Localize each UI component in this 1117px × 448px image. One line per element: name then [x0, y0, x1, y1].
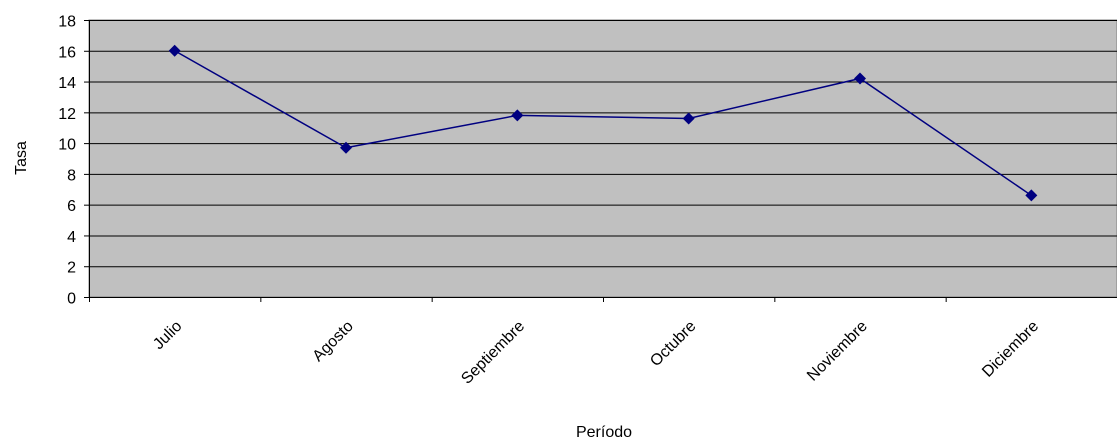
x-tick-label: Octubre [647, 318, 699, 370]
series-line [174, 50, 1032, 197]
data-point [340, 141, 352, 154]
x-tick-label: Septiembre [458, 318, 528, 388]
y-tick-label: 12 [58, 106, 76, 123]
y-tick-label: 0 [67, 291, 76, 308]
plot-background [88, 19, 1117, 298]
data-point [168, 44, 181, 57]
y-tick-label: 4 [67, 229, 76, 246]
y-tick-label: 18 [58, 14, 76, 31]
data-point [511, 109, 524, 122]
x-tick-label: Julio [150, 318, 185, 353]
y-tick-label: 16 [58, 44, 76, 61]
series-layer [168, 44, 1038, 202]
data-point [1025, 189, 1038, 202]
x-tick-label: Diciembre [979, 318, 1042, 381]
data-point [682, 112, 695, 125]
y-tick-label: 14 [58, 75, 76, 92]
y-tick-label: 6 [67, 198, 76, 215]
data-point [854, 72, 866, 85]
plot-area [88, 19, 1117, 298]
x-tick-label: Agosto [310, 318, 357, 365]
x-axis-ticks: Julio Agosto Septiembre Octubre Noviembre Dic… [89, 297, 1042, 388]
y-tick-label: 8 [67, 167, 76, 184]
x-axis-title: Período [576, 424, 632, 441]
y-axis-title: Tasa [13, 141, 30, 175]
y-axis-ticks: 0 2 4 6 8 10 12 14 16 18 [58, 14, 89, 308]
y-tick-label: 2 [67, 260, 76, 277]
x-tick-label: Noviembre [804, 318, 871, 385]
y-tick-label: 10 [58, 137, 76, 154]
